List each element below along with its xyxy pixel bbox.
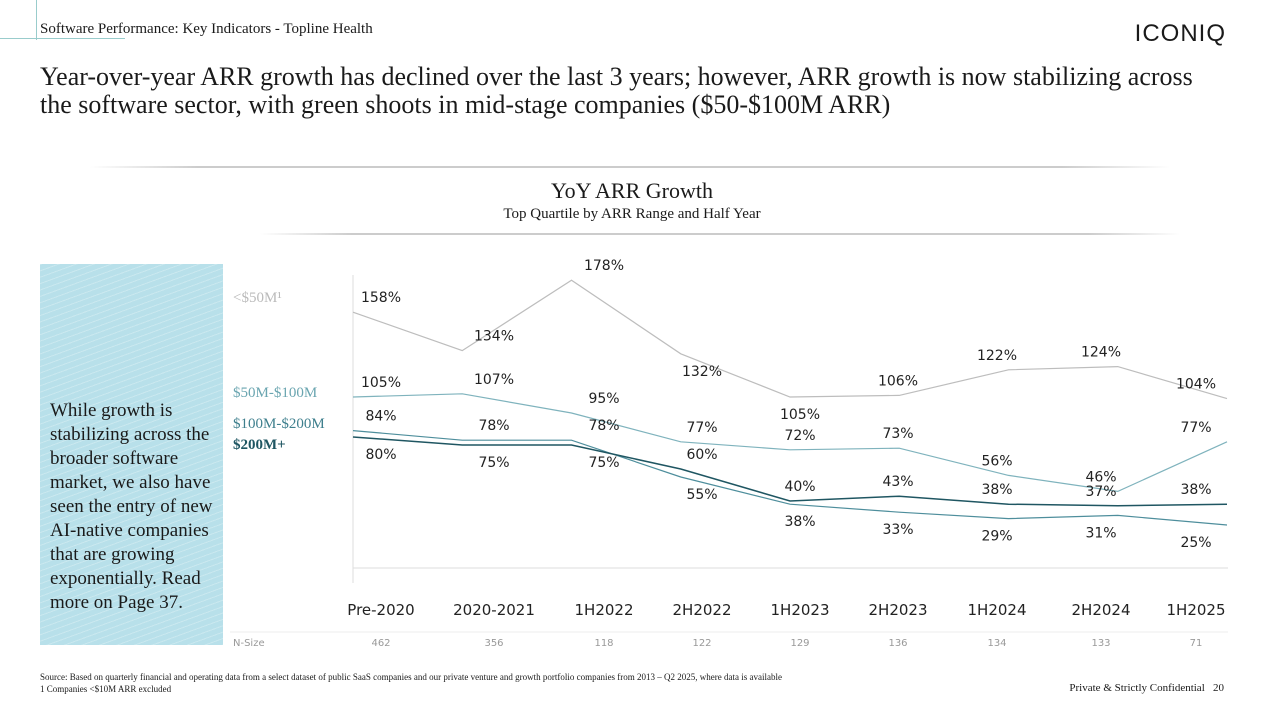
x-tick-label: 1H2025	[1167, 601, 1226, 619]
series-line-1	[352, 393, 1228, 493]
data-label: 33%	[882, 522, 913, 538]
data-label: 132%	[682, 364, 722, 380]
data-label: 80%	[365, 447, 396, 463]
data-label: 46%	[1085, 469, 1116, 485]
section-title: Software Performance: Key Indicators - T…	[40, 21, 373, 37]
nsize-value: 356	[484, 638, 503, 649]
source-note: Source: Based on quarterly financial and…	[40, 672, 783, 682]
callout-box	[40, 264, 223, 645]
nsize-value: 71	[1190, 638, 1203, 649]
callout-text: While growth is stabilizing across the b…	[50, 400, 213, 613]
series-line-2	[352, 430, 1228, 526]
series-line-0	[352, 279, 1228, 400]
exclusion-note: 1 Companies <$10M ARR excluded	[40, 684, 172, 694]
decor-line	[0, 38, 125, 39]
data-label: 84%	[365, 409, 396, 425]
nsize-value: 133	[1091, 638, 1110, 649]
divider	[260, 233, 1180, 235]
nsize-value: 134	[987, 638, 1006, 649]
page-number: 20	[1213, 682, 1224, 694]
data-label: 95%	[588, 391, 619, 407]
data-label: 105%	[780, 407, 820, 423]
data-label: 77%	[686, 420, 717, 436]
nsize-value: 129	[790, 638, 809, 649]
data-label: 38%	[784, 514, 815, 530]
nsize-value: 118	[594, 638, 613, 649]
series-line-3	[352, 436, 1228, 507]
data-label: 56%	[981, 453, 1012, 469]
data-label: 60%	[686, 447, 717, 463]
data-label: 106%	[878, 373, 918, 389]
data-label: 107%	[474, 372, 514, 388]
data-label: 72%	[784, 428, 815, 444]
data-label: 38%	[1180, 482, 1211, 498]
data-label: 78%	[588, 418, 619, 434]
data-label: 31%	[1085, 525, 1116, 541]
data-label: 75%	[478, 455, 509, 471]
nsize-label: N-Size	[233, 638, 265, 649]
data-label: 40%	[784, 479, 815, 495]
data-label: 158%	[361, 290, 401, 306]
x-tick-label: 1H2024	[968, 601, 1027, 619]
data-label: 73%	[882, 426, 913, 442]
legend-lt50m: <$50M¹	[233, 290, 282, 306]
logo: ICONIQ	[1134, 20, 1226, 47]
headline: Year-over-year ARR growth has declined o…	[40, 62, 1193, 119]
data-label: 124%	[1081, 345, 1121, 361]
data-label: 29%	[981, 529, 1012, 545]
divider	[90, 166, 1170, 168]
x-tick-label: 2020-2021	[453, 601, 535, 619]
data-label: 105%	[361, 375, 401, 391]
nsize-value: 122	[692, 638, 711, 649]
decor-line	[36, 0, 37, 40]
legend-50-100m: $50M-$100M	[233, 385, 318, 401]
nsize-value: 462	[371, 638, 390, 649]
x-tick-label: 1H2023	[771, 601, 830, 619]
legend-100-200m: $100M-$200M	[233, 416, 325, 432]
data-label: 25%	[1180, 535, 1211, 551]
data-label: 43%	[882, 474, 913, 490]
x-tick-label: Pre-2020	[347, 601, 414, 619]
x-tick-label: 2H2024	[1072, 601, 1131, 619]
data-label: 55%	[686, 487, 717, 503]
legend-200m-plus: $200M+	[233, 437, 286, 453]
chart-title: YoY ARR Growth	[551, 178, 713, 203]
footnotes: Source: Based on quarterly financial and…	[40, 671, 782, 695]
x-tick-label: 2H2023	[869, 601, 928, 619]
confidential-footer: Private & Strictly Confidential 20	[1069, 682, 1224, 694]
chart-subtitle: Top Quartile by ARR Range and Half Year	[503, 206, 761, 222]
data-label: 78%	[478, 418, 509, 434]
data-label: 38%	[981, 482, 1012, 498]
data-label: 77%	[1180, 420, 1211, 436]
nsize-value: 136	[888, 638, 907, 649]
data-label: 37%	[1085, 484, 1116, 500]
data-label: 178%	[584, 258, 624, 274]
x-tick-label: 1H2022	[575, 601, 634, 619]
data-label: 134%	[474, 329, 514, 345]
x-tick-label: 2H2022	[673, 601, 732, 619]
data-label: 122%	[977, 348, 1017, 364]
data-label: 104%	[1176, 377, 1216, 393]
data-label: 75%	[588, 455, 619, 471]
confidential-label: Private & Strictly Confidential	[1069, 682, 1205, 694]
